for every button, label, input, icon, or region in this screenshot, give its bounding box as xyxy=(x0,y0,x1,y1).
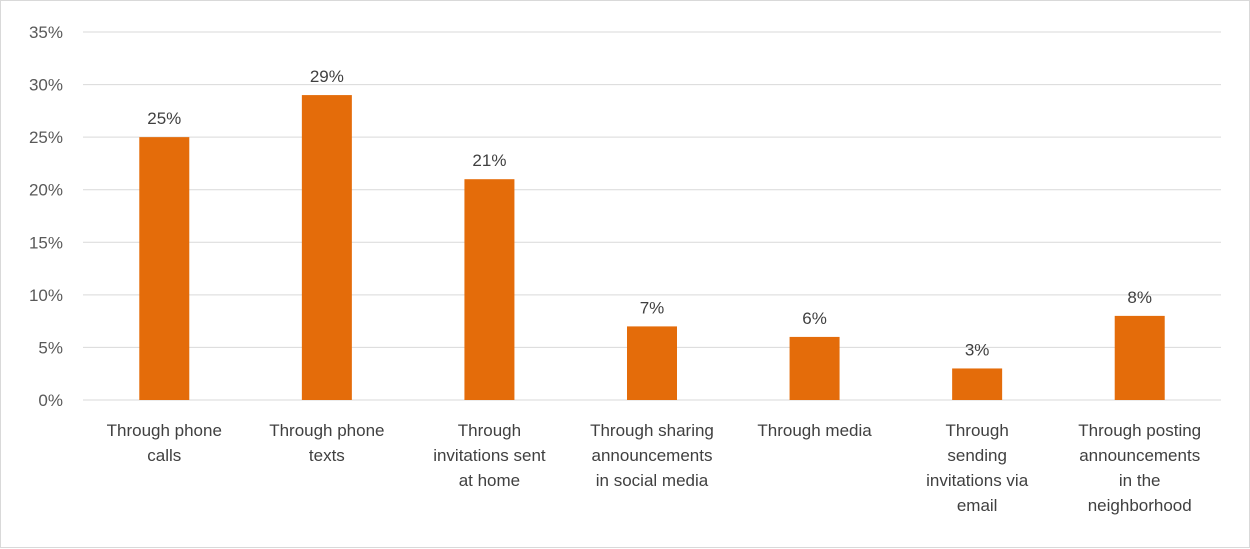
category-label: announcements xyxy=(592,446,713,465)
category-label: Through phone xyxy=(269,421,384,440)
category-label: Through phone xyxy=(107,421,222,440)
category-label: neighborhood xyxy=(1088,496,1192,515)
category-label: in social media xyxy=(596,471,709,490)
y-tick-label: 10% xyxy=(29,286,63,305)
y-tick-label: 5% xyxy=(38,338,63,357)
bar xyxy=(301,95,352,400)
bar xyxy=(464,179,515,400)
bar xyxy=(952,368,1003,400)
y-tick-label: 0% xyxy=(38,391,63,410)
x-axis-categories: Through phone calls Through phone texts Thro… xyxy=(107,421,1202,515)
bar xyxy=(627,326,677,400)
category-label: invitations sent xyxy=(433,446,546,465)
category-label: Through sharing xyxy=(590,421,714,440)
data-label: 7% xyxy=(640,298,665,317)
bar xyxy=(139,137,190,400)
data-label: 29% xyxy=(310,67,344,86)
data-label: 8% xyxy=(1127,288,1152,307)
category-label: Through xyxy=(945,421,1008,440)
y-tick-label: 25% xyxy=(29,128,63,147)
y-axis-ticks: 0% 5% 10% 15% 20% 25% 30% 35% xyxy=(29,23,63,410)
bar xyxy=(789,336,840,400)
data-label: 3% xyxy=(965,340,990,359)
category-label: Through xyxy=(458,421,521,440)
data-label: 6% xyxy=(802,309,827,328)
data-label: 25% xyxy=(147,109,181,128)
y-tick-label: 15% xyxy=(29,233,63,252)
category-label: invitations via xyxy=(926,471,1029,490)
gridlines xyxy=(83,31,1221,401)
y-tick-label: 30% xyxy=(29,76,63,95)
y-tick-label: 35% xyxy=(29,23,63,42)
bar xyxy=(1114,315,1165,400)
data-labels: 25% 29% 21% 7% 6% 3% 8% xyxy=(147,67,1152,359)
category-label: calls xyxy=(147,446,181,465)
bars xyxy=(139,95,1165,400)
category-label: email xyxy=(957,496,998,515)
category-label: Through media xyxy=(757,421,872,440)
category-label: sending xyxy=(947,446,1007,465)
category-label: at home xyxy=(459,471,520,490)
category-label: announcements xyxy=(1079,446,1200,465)
category-label: in the xyxy=(1119,471,1161,490)
category-label: texts xyxy=(309,446,345,465)
data-label: 21% xyxy=(472,151,506,170)
y-tick-label: 20% xyxy=(29,181,63,200)
category-label: Through posting xyxy=(1078,421,1201,440)
